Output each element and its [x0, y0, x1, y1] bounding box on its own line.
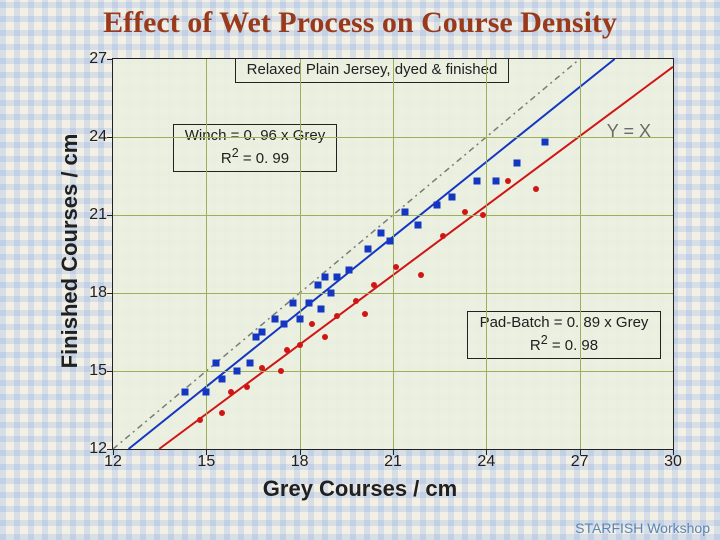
winch-point — [377, 230, 384, 237]
padbatch-point — [219, 410, 225, 416]
winch-annotation: Winch = 0. 96 x Grey R2 = 0. 99 — [173, 124, 337, 172]
tick-y — [107, 137, 113, 138]
chart-container: Finished Courses / cm Relaxed Plain Jers… — [40, 48, 680, 498]
x-axis-label: Grey Courses / cm — [40, 476, 680, 502]
padbatch-line2: R2 = 0. 98 — [474, 333, 654, 356]
xtick-label: 15 — [197, 453, 215, 471]
xtick-label: 18 — [291, 453, 309, 471]
gridline-v — [393, 59, 394, 449]
winch-point — [315, 282, 322, 289]
xtick-label: 12 — [104, 453, 122, 471]
ytick-label: 27 — [89, 50, 107, 68]
winch-point — [259, 329, 266, 336]
padbatch-point — [197, 417, 203, 423]
winch-point — [212, 360, 219, 367]
padbatch-point — [480, 212, 486, 218]
winch-point — [246, 360, 253, 367]
padbatch-point — [259, 365, 265, 371]
xtick-label: 21 — [384, 453, 402, 471]
winch-point — [365, 245, 372, 252]
footer-text: STARFISH Workshop — [575, 520, 710, 536]
padbatch-point — [505, 178, 511, 184]
padbatch-point — [440, 233, 446, 239]
padbatch-point — [371, 282, 377, 288]
winch-point — [281, 321, 288, 328]
padbatch-point — [362, 311, 368, 317]
padbatch-point — [284, 347, 290, 353]
winch-point — [514, 160, 521, 167]
xtick-label: 30 — [664, 453, 682, 471]
y-axis-label: Finished Courses / cm — [57, 121, 83, 381]
padbatch-point — [297, 342, 303, 348]
padbatch-point — [244, 384, 250, 390]
winch-point — [386, 238, 393, 245]
padbatch-point — [462, 209, 468, 215]
padbatch-point — [393, 264, 399, 270]
page-title: Effect of Wet Process on Course Density — [0, 0, 720, 40]
winch-point — [474, 178, 481, 185]
tick-y — [107, 215, 113, 216]
padbatch-point — [278, 368, 284, 374]
winch-line2: R2 = 0. 99 — [180, 146, 330, 169]
gridline-v — [300, 59, 301, 449]
winch-point — [346, 266, 353, 273]
winch-point — [203, 388, 210, 395]
ytick-label: 21 — [89, 206, 107, 224]
ytick-label: 24 — [89, 128, 107, 146]
winch-point — [334, 274, 341, 281]
plot-area: Relaxed Plain Jersey, dyed & finished Wi… — [112, 58, 674, 450]
winch-point — [327, 290, 334, 297]
gridline-v — [580, 59, 581, 449]
winch-point — [414, 222, 421, 229]
ytick-label: 15 — [89, 362, 107, 380]
xtick-label: 24 — [477, 453, 495, 471]
winch-point — [306, 300, 313, 307]
winch-point — [296, 316, 303, 323]
padbatch-annotation: Pad-Batch = 0. 89 x Grey R2 = 0. 98 — [467, 311, 661, 359]
xtick-label: 27 — [571, 453, 589, 471]
winch-point — [318, 305, 325, 312]
yx-label: Y = X — [607, 121, 651, 142]
tick-y — [107, 371, 113, 372]
winch-point — [433, 201, 440, 208]
ytick-label: 18 — [89, 284, 107, 302]
padbatch-line1: Pad-Batch = 0. 89 x Grey — [474, 314, 654, 333]
winch-point — [234, 368, 241, 375]
winch-point — [449, 193, 456, 200]
gridline-v — [486, 59, 487, 449]
tick-y — [107, 293, 113, 294]
winch-point — [542, 139, 549, 146]
winch-point — [402, 209, 409, 216]
padbatch-point — [418, 272, 424, 278]
padbatch-point — [533, 186, 539, 192]
winch-point — [492, 178, 499, 185]
winch-point — [271, 316, 278, 323]
padbatch-point — [322, 334, 328, 340]
winch-point — [321, 274, 328, 281]
padbatch-point — [334, 313, 340, 319]
legend-title-box: Relaxed Plain Jersey, dyed & finished — [235, 58, 509, 83]
padbatch-point — [309, 321, 315, 327]
winch-point — [290, 300, 297, 307]
padbatch-point — [228, 389, 234, 395]
padbatch-point — [353, 298, 359, 304]
winch-point — [218, 375, 225, 382]
winch-point — [181, 388, 188, 395]
tick-y — [107, 59, 113, 60]
